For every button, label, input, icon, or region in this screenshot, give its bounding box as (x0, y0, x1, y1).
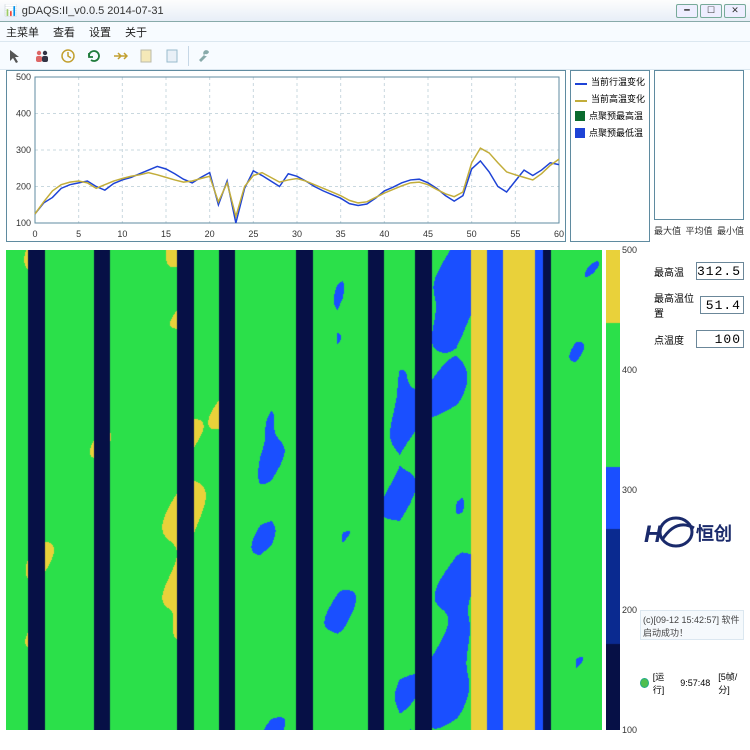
status-indicator-icon (640, 678, 649, 688)
readout-value: 51.4 (700, 296, 744, 314)
tool-clock-icon[interactable] (58, 46, 78, 66)
legend-label: 当前高温变化 (591, 92, 645, 105)
legend-item: 当前行温变化 (575, 75, 645, 88)
legend-item: 点聚预最低温 (575, 126, 645, 139)
tool-forward-icon[interactable] (110, 46, 130, 66)
tool-doc2-icon[interactable] (162, 46, 182, 66)
window-titlebar: 📊 gDAQS:II_v0.0.5 2014-07-31 ━ ☐ ✕ (0, 0, 750, 22)
heatmap (6, 250, 602, 730)
legend-label: 点聚预最低温 (589, 126, 643, 139)
stats-panel (654, 70, 744, 220)
readout-value: 312.5 (696, 262, 744, 280)
colorbar-tick: 200 (622, 605, 637, 615)
svg-text:300: 300 (16, 145, 31, 155)
stats-labels: 最大值 平均值 最小值 (654, 224, 744, 237)
heatmap-colorbar-ticks: 100200300400500 (622, 250, 648, 730)
svg-text:10: 10 (117, 229, 127, 239)
readout-row: 最高温位置51.4 (654, 290, 744, 320)
close-button[interactable]: ✕ (724, 4, 746, 18)
window-controls: ━ ☐ ✕ (676, 4, 746, 18)
logo: H 恒创 (640, 510, 744, 561)
colorbar-tick: 100 (622, 725, 637, 735)
svg-text:40: 40 (379, 229, 389, 239)
svg-text:35: 35 (336, 229, 346, 239)
svg-text:60: 60 (554, 229, 564, 239)
toolbar-separator (188, 46, 189, 66)
legend-swatch (575, 111, 585, 121)
logo-graphic: H 恒创 (642, 510, 742, 558)
app-icon: 📊 (4, 4, 18, 17)
svg-text:恒创: 恒创 (696, 523, 732, 544)
svg-text:50: 50 (467, 229, 477, 239)
svg-text:100: 100 (16, 218, 31, 228)
status-time: 9:57:48 (680, 678, 710, 688)
legend-item: 当前高温变化 (575, 92, 645, 105)
menu-settings[interactable]: 设置 (89, 24, 111, 40)
menu-about[interactable]: 关于 (125, 24, 147, 40)
svg-text:30: 30 (292, 229, 302, 239)
maximize-button[interactable]: ☐ (700, 4, 722, 18)
toolbar (0, 42, 750, 70)
window-title: gDAQS:II_v0.0.5 2014-07-31 (22, 5, 164, 17)
colorbar-tick: 400 (622, 365, 637, 375)
readout-row: 最高温 312.5 (654, 262, 744, 280)
legend-swatch (575, 83, 587, 85)
status-message: (c)[09-12 15:42:57] 软件启动成功！ (640, 610, 744, 640)
colorbar-tick: 500 (622, 245, 637, 255)
svg-text:200: 200 (16, 182, 31, 192)
line-chart-legend: 当前行温变化当前高温变化点聚预最高温点聚预最低温 (570, 70, 650, 242)
readout-label: 最高温 (654, 264, 684, 279)
tool-refresh-icon[interactable] (84, 46, 104, 66)
svg-text:5: 5 (76, 229, 81, 239)
menu-view[interactable]: 查看 (53, 24, 75, 40)
svg-text:400: 400 (16, 109, 31, 119)
svg-text:0: 0 (32, 229, 37, 239)
tool-people-icon[interactable] (32, 46, 52, 66)
svg-text:55: 55 (510, 229, 520, 239)
readout-row: 点温度 100 (654, 330, 744, 348)
heatmap-colorbar (606, 250, 620, 730)
tool-doc1-icon[interactable] (136, 46, 156, 66)
line-chart: 100 200 300 400 500 0 5 10 15 20 25 30 35 40 45 50 55 60 (6, 70, 566, 242)
legend-item: 点聚预最高温 (575, 109, 645, 122)
svg-text:45: 45 (423, 229, 433, 239)
status-rate: [5帧/分] (718, 670, 744, 696)
legend-label: 点聚预最高温 (589, 109, 643, 122)
menu-main[interactable]: 主菜单 (6, 24, 39, 40)
stats-avg-label: 平均值 (685, 224, 712, 237)
legend-label: 当前行温变化 (591, 75, 645, 88)
readout-label: 最高温位置 (654, 290, 700, 320)
tool-wrench-icon[interactable] (195, 46, 215, 66)
tool-cursor-icon[interactable] (6, 46, 26, 66)
colorbar-tick: 300 (622, 485, 637, 495)
minimize-button[interactable]: ━ (676, 4, 698, 18)
status-run-label: [运行] (653, 670, 672, 696)
svg-text:15: 15 (161, 229, 171, 239)
readout-value: 100 (696, 330, 744, 348)
svg-text:500: 500 (16, 72, 31, 82)
stats-min-label: 最小值 (717, 224, 744, 237)
legend-swatch (575, 128, 585, 138)
menu-bar: 主菜单 查看 设置 关于 (0, 22, 750, 42)
svg-text:20: 20 (205, 229, 215, 239)
legend-swatch (575, 100, 587, 102)
readouts-panel: 最高温 312.5 最高温位置51.4 点温度 100 (654, 262, 744, 358)
stats-max-label: 最大值 (654, 224, 681, 237)
status-bar: [运行] 9:57:48 [5帧/分] (640, 670, 744, 696)
svg-text:25: 25 (248, 229, 258, 239)
readout-label: 点温度 (654, 332, 684, 347)
